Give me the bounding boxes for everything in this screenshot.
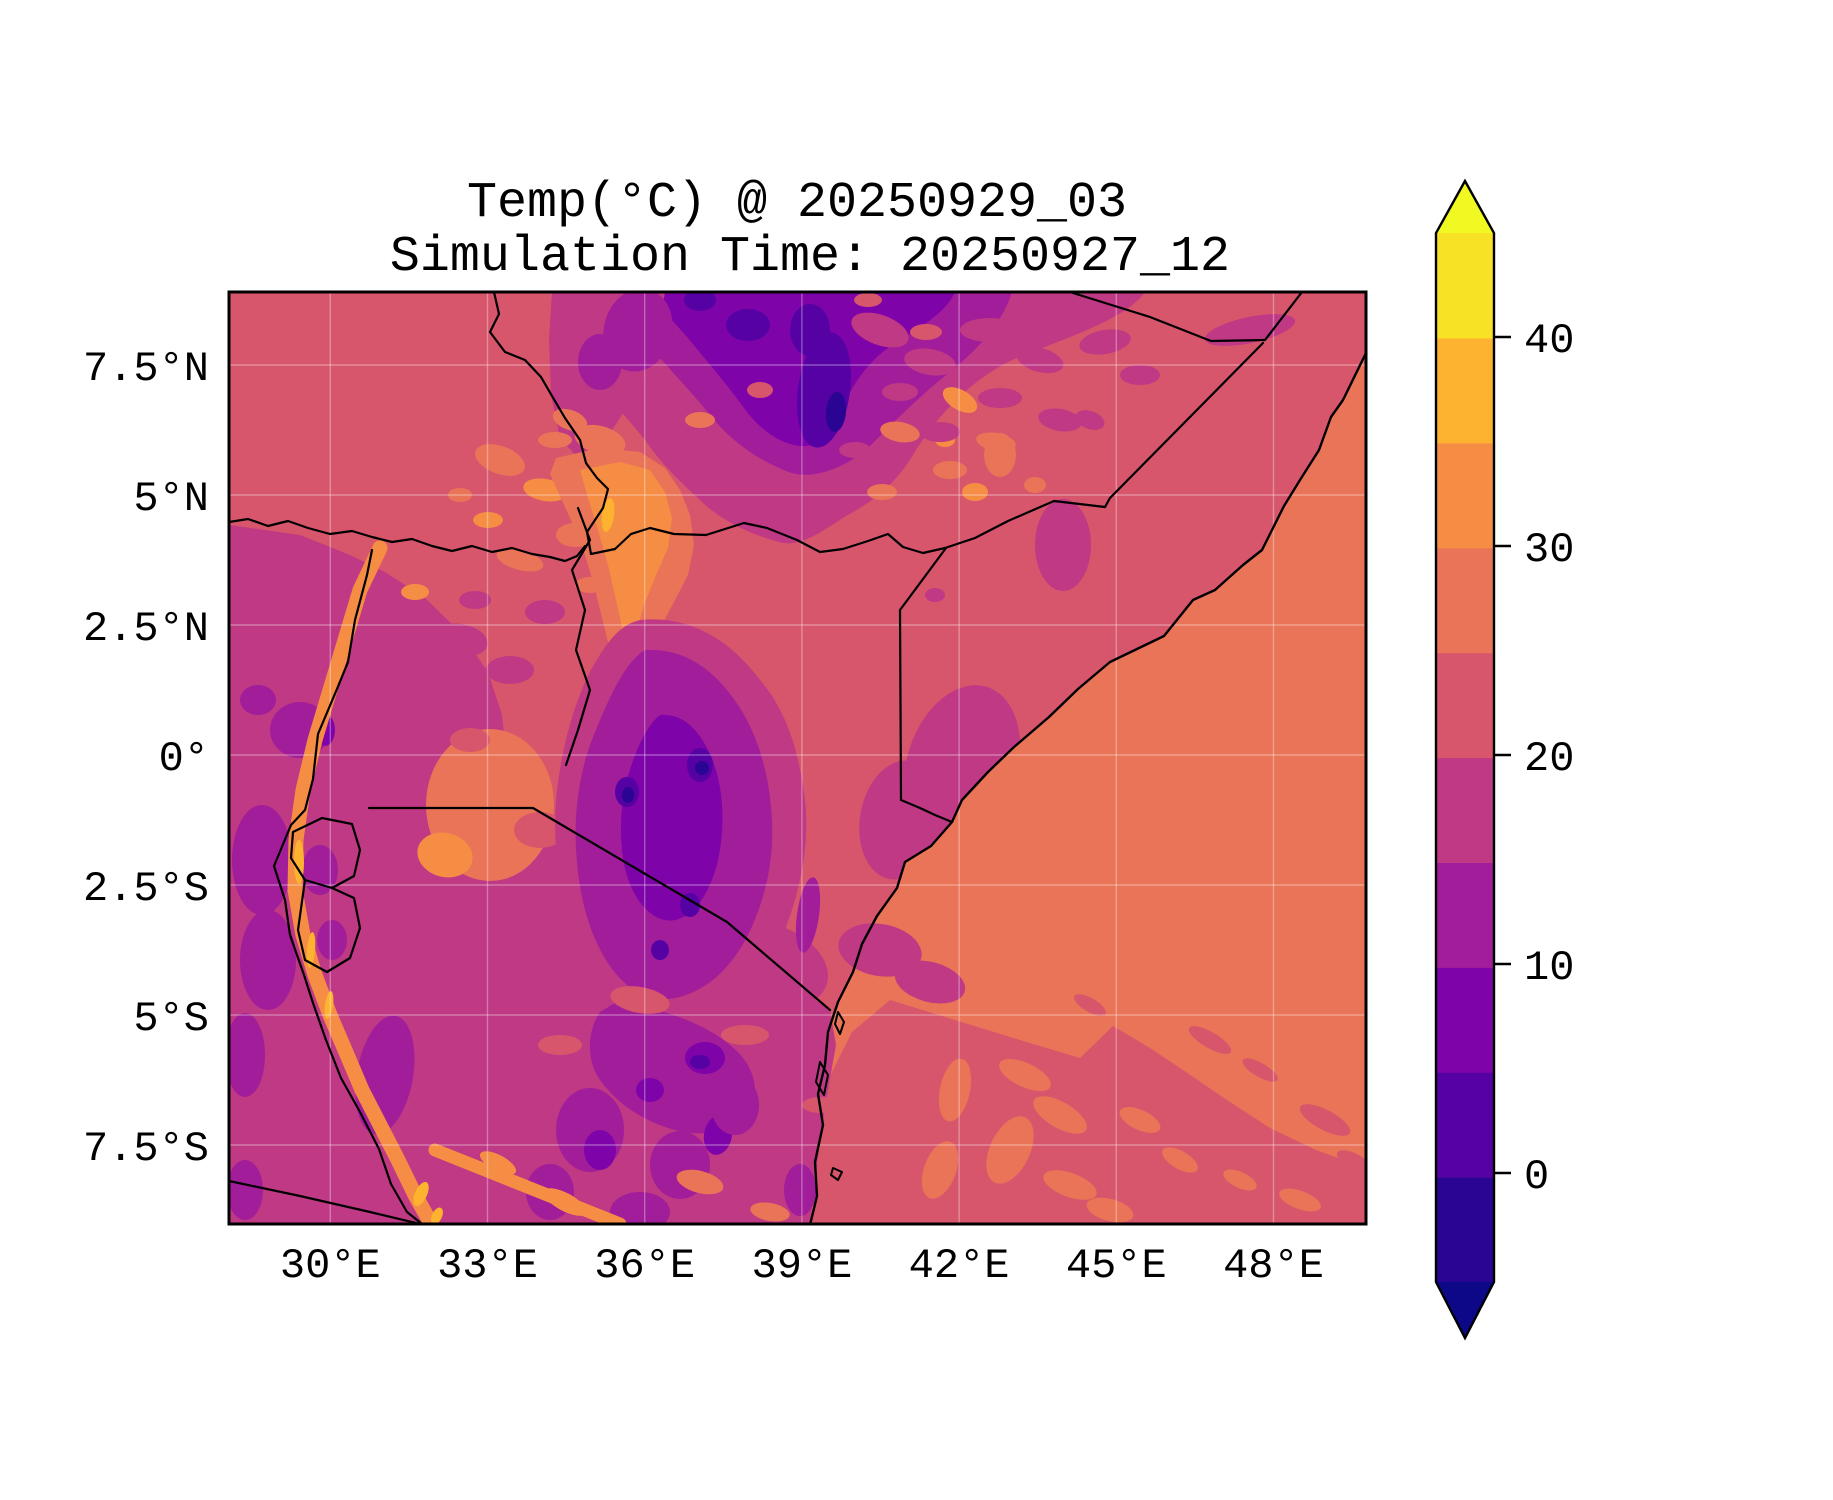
svg-text:Simulation Time: 20250927_12: Simulation Time: 20250927_12 [390, 229, 1230, 286]
svg-text:33°E: 33°E [437, 1242, 538, 1290]
svg-text:2.5°S: 2.5°S [83, 865, 209, 913]
svg-text:7.5°N: 7.5°N [83, 345, 209, 393]
svg-text:40: 40 [1524, 317, 1574, 365]
svg-text:5°N: 5°N [133, 475, 209, 523]
svg-text:48°E: 48°E [1223, 1242, 1324, 1290]
svg-text:20: 20 [1524, 735, 1574, 783]
svg-text:10: 10 [1524, 944, 1574, 992]
svg-text:45°E: 45°E [1066, 1242, 1167, 1290]
svg-text:0: 0 [1524, 1153, 1549, 1201]
svg-text:5°S: 5°S [133, 995, 209, 1043]
svg-text:39°E: 39°E [751, 1242, 852, 1290]
svg-text:30: 30 [1524, 526, 1574, 574]
svg-text:42°E: 42°E [909, 1242, 1010, 1290]
svg-text:36°E: 36°E [594, 1242, 695, 1290]
svg-text:7.5°S: 7.5°S [83, 1125, 209, 1173]
svg-text:2.5°N: 2.5°N [83, 605, 209, 653]
svg-text:30°E: 30°E [280, 1242, 381, 1290]
svg-text:0°: 0° [159, 735, 209, 783]
svg-text:Temp(°C) @ 20250929_03: Temp(°C) @ 20250929_03 [467, 175, 1127, 232]
